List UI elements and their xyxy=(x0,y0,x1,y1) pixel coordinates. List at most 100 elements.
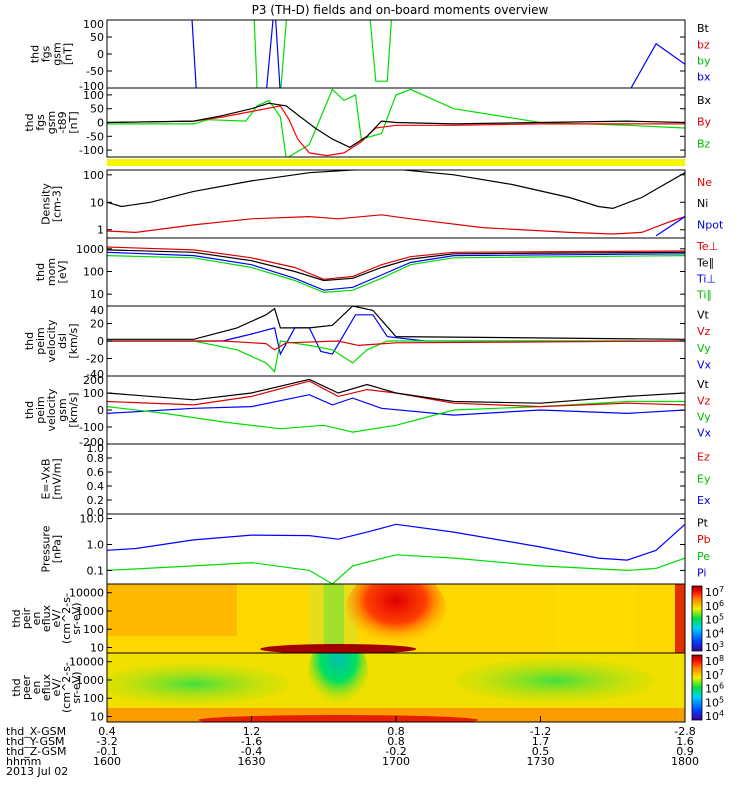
colorbar-tick-label: 105 xyxy=(705,613,724,627)
y-axis-label: gsm xyxy=(45,111,58,134)
y-tick-label: 10 xyxy=(90,288,104,301)
y-tick-label: 100 xyxy=(83,89,104,102)
y-axis-label: [eV] xyxy=(56,261,69,284)
line-panels: 100500-50-100thdfgsgsm[nT]Btbzbybx100500… xyxy=(23,18,724,585)
spectrogram-electron_spec: 10000 1000 100 10 thdpeerenefluxeV/(cm^2-s-s… xyxy=(10,652,724,724)
legend-entry: Ey xyxy=(697,472,711,485)
panel-pressure: 10.0 1.0 0.1 Pressure[nPa] Pt Pb Pe Pi xyxy=(40,513,711,585)
legend-entry: Vy xyxy=(697,342,711,355)
y-tick-label: 50 xyxy=(90,31,104,44)
y-tick-label: -50 xyxy=(86,65,104,78)
colorbar-tick-label: 107 xyxy=(705,585,724,599)
y-axis-label: thd xyxy=(23,401,36,419)
y-tick-label: -40 xyxy=(86,368,104,381)
colorbar-tick-label: 105 xyxy=(705,695,724,709)
y-axis-label: [km/s] xyxy=(67,323,80,358)
colorbar-tick-label: 104 xyxy=(705,709,724,723)
legend-entry: Vz xyxy=(697,394,711,407)
y-axis-label: en xyxy=(30,612,43,626)
y-tick-label: 10 xyxy=(90,711,104,724)
y-tick-label: -20 xyxy=(86,353,104,366)
series-Ne-line xyxy=(107,214,685,235)
y-tick-label: 1 xyxy=(97,224,104,237)
colorbar xyxy=(691,654,703,721)
ephemeris-row: hhmm 1600 1630 1700 1730 1800 xyxy=(6,755,699,768)
series-Ni-line xyxy=(107,170,685,210)
legend-entry: Vx xyxy=(697,359,712,372)
y-tick-label: 10000 xyxy=(69,587,104,600)
spectrogram-panels: 10000100010010thdpeirenefluxeV/(cm^2-s-s… xyxy=(10,583,724,724)
y-axis-label: velocity xyxy=(45,319,58,362)
y-axis-label: (cm^2-s- xyxy=(60,593,73,644)
y-tick-label: 0.8 xyxy=(87,452,105,465)
y-tick-label: 10000 xyxy=(69,656,104,669)
legend-entry: Bz xyxy=(697,137,711,150)
y-axis-label: peer xyxy=(20,675,33,701)
y-tick-label: 0.2 xyxy=(87,494,105,507)
y-axis-label: eflux xyxy=(40,673,53,701)
legend-entry: Pt xyxy=(697,517,709,530)
legend-entry: Vt xyxy=(697,378,710,391)
legend-entry: Te⊥ xyxy=(696,240,718,253)
y-axis-label: thd xyxy=(23,113,36,131)
legend-entry: Te∥ xyxy=(696,256,714,269)
series-Vt-line xyxy=(107,378,685,404)
ephemeris-value: -0.2 xyxy=(385,745,406,758)
legend-entry: by xyxy=(697,55,711,68)
y-tick-label: 40 xyxy=(90,304,104,317)
colorbar-tick-label: 106 xyxy=(705,599,724,613)
series-Pi-line xyxy=(107,523,685,561)
series-Vz-line xyxy=(107,340,685,351)
ephemeris-value: 1.2 xyxy=(243,725,261,738)
y-axis-label: (cm^2-s- xyxy=(60,662,73,713)
legend-entry: Ni xyxy=(697,197,708,210)
series-Vx-line xyxy=(107,394,685,416)
y-tick-label: 1000 xyxy=(76,674,104,687)
spectrogram-ion_spec: 10000 1000 100 10 thdpeirenefluxeV/(cm^2-s-s… xyxy=(10,583,724,655)
y-tick-label: 10.0 xyxy=(80,513,105,526)
y-tick-label: 100 xyxy=(83,692,104,705)
ephemeris-value: 0.8 xyxy=(387,735,405,748)
y-tick-label: -50 xyxy=(86,130,104,143)
y-tick-label: 0.0 xyxy=(87,506,105,519)
legend-entry: Ez xyxy=(697,450,710,463)
ephemeris-value: 1630 xyxy=(238,755,266,768)
y-axis-label: thd xyxy=(29,45,42,63)
ephemeris-value: 1.6 xyxy=(676,735,694,748)
y-tick-label: 0.4 xyxy=(87,480,105,493)
series-bx-line xyxy=(191,20,685,88)
y-tick-label: 10 xyxy=(90,196,104,209)
panel-efield: 1.00.80.60.40.20.0 E=-VxB[mV/m] Ez Ey Ex xyxy=(40,442,711,519)
y-axis-label: eV/ xyxy=(50,678,63,696)
y-tick-label: 100 xyxy=(83,265,104,278)
legend-entry: Ti∥ xyxy=(696,289,712,302)
y-axis-label: mom xyxy=(45,258,58,286)
y-tick-label: 200 xyxy=(83,374,104,387)
series-Bx-line xyxy=(107,102,685,148)
date-label: 2013 Jul 02 xyxy=(6,765,68,778)
ephemeris-value: 0.9 xyxy=(676,745,694,758)
ephemeris-value: 1730 xyxy=(527,755,555,768)
ephemeris-value: -3.2 xyxy=(96,735,117,748)
x-axis xyxy=(106,716,686,722)
legend-entry: Bt xyxy=(697,22,710,35)
y-tick-label: 100 xyxy=(83,387,104,400)
legend-entry: Vy xyxy=(697,411,711,424)
y-tick-label: 0 xyxy=(97,117,104,130)
ephemeris-value: 1600 xyxy=(93,755,121,768)
y-axis-label: eflux xyxy=(40,604,53,632)
ephemeris-value: 0.4 xyxy=(98,725,116,738)
y-axis-label: sr-eV) xyxy=(70,602,83,634)
colorbar-tick-label: 106 xyxy=(705,682,724,696)
y-axis-label: thd xyxy=(10,678,23,696)
y-axis-label: peim xyxy=(34,396,47,424)
ephemeris-label: hhmm xyxy=(6,755,41,768)
legend-entry: Ti⊥ xyxy=(696,273,716,286)
y-tick-label: 0 xyxy=(97,48,104,61)
y-tick-label: 1000 xyxy=(76,243,104,256)
y-axis-label: [cm-3] xyxy=(51,186,64,222)
electron-core-region xyxy=(308,653,369,712)
y-tick-label: 0.1 xyxy=(87,564,105,577)
